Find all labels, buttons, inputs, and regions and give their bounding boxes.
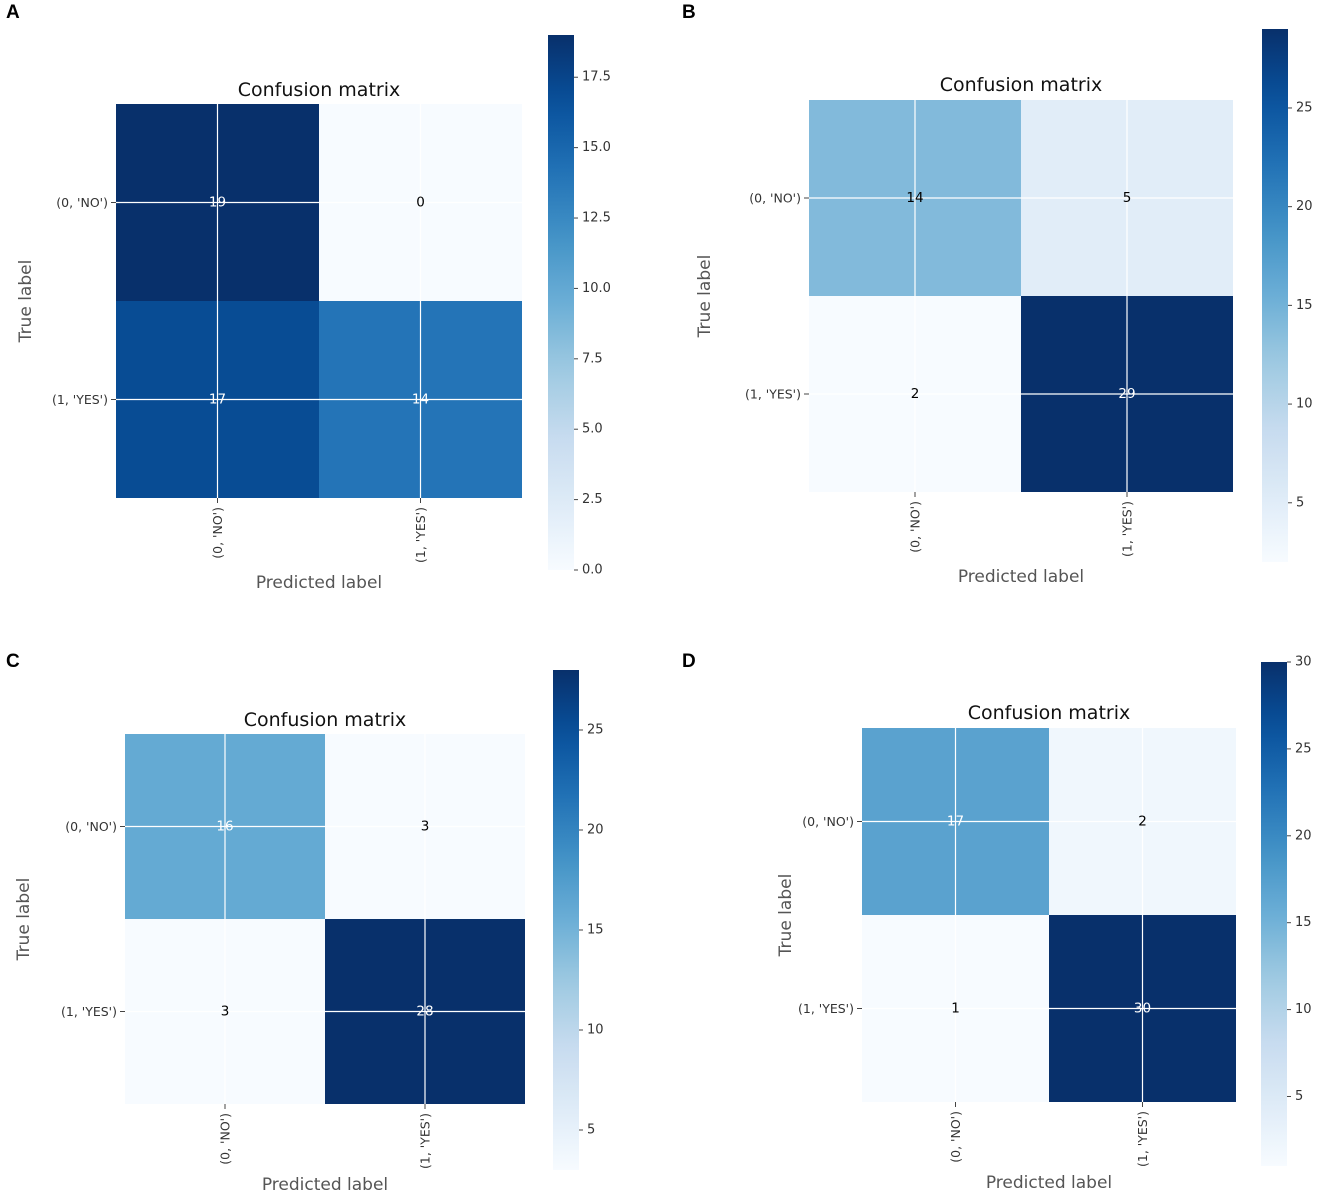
colorbar-tick-label: 20 — [1295, 828, 1312, 843]
colorbar-tick-label: 10 — [1296, 397, 1313, 412]
cell-value-label: 16 — [216, 819, 233, 835]
cell-value-label: 2 — [911, 386, 920, 402]
x-tick-label: (1, 'YES') — [1120, 501, 1135, 557]
cell-value-label: 2 — [1138, 814, 1147, 830]
colorbar-tick-label: 20 — [1296, 199, 1313, 214]
y-tick-label: (0, 'NO') — [749, 191, 801, 206]
colorbar-tick-label: 15 — [1295, 915, 1312, 930]
chart-panel-a: 19 0 17 14 Confusion matrix (0, 'NO') (1, 'YES… — [16, 35, 611, 593]
colorbar-tick-label: 5 — [1295, 1089, 1303, 1104]
panel-letter-d: D — [682, 651, 696, 672]
chart-panel-d: 17 2 1 30 Confusion matrix (0, 'NO') (1, 'YES'… — [776, 655, 1312, 1194]
colorbar-tick-label: 25 — [1296, 100, 1313, 115]
cell-value-label: 14 — [412, 392, 429, 408]
y-axis-title: True label — [16, 260, 36, 344]
cell-value-label: 3 — [221, 1004, 230, 1020]
panel-letter-b: B — [682, 2, 696, 23]
colorbar-tick-label: 15 — [1296, 298, 1313, 313]
colorbar — [1261, 662, 1287, 1166]
y-tick-label: (0, 'NO') — [802, 814, 854, 829]
x-tick-label: (0, 'NO') — [948, 1111, 963, 1163]
y-axis-title: True label — [776, 874, 796, 958]
colorbar — [553, 670, 579, 1170]
cell-value-label: 5 — [1123, 190, 1132, 206]
x-axis-title: Predicted label — [262, 1175, 388, 1195]
colorbar-tick-label: 15 — [587, 923, 604, 938]
cell-value-label: 28 — [416, 1004, 433, 1020]
chart-panel-c: 16 3 3 28 Confusion matrix (0, 'NO') (1, 'YES'… — [14, 670, 604, 1195]
y-tick-label: (1, 'YES') — [52, 392, 108, 407]
cell-value-label: 17 — [209, 392, 226, 408]
y-tick-label: (1, 'YES') — [798, 1001, 854, 1016]
chart-panel-b: 14 5 2 29 Confusion matrix (0, 'NO') (1, 'YES'… — [695, 29, 1313, 587]
x-tick-label: (1, 'YES') — [413, 507, 428, 563]
x-tick-label: (0, 'NO') — [908, 501, 923, 553]
colorbar-tick-label: 0.0 — [582, 563, 603, 578]
panel-letter-a: A — [6, 2, 20, 23]
y-tick-label: (1, 'YES') — [61, 1004, 117, 1019]
cell-value-label: 1 — [951, 1001, 960, 1017]
colorbar-tick-label: 5 — [1296, 495, 1304, 510]
colorbar-tick-label: 25 — [1295, 741, 1312, 756]
y-tick-label: (0, 'NO') — [65, 819, 117, 834]
colorbar-tick-label: 5 — [587, 1123, 595, 1138]
cell-value-label: 19 — [209, 195, 226, 211]
y-tick-label: (0, 'NO') — [56, 195, 108, 210]
colorbar — [548, 35, 574, 570]
chart-title: Confusion matrix — [244, 709, 406, 731]
colorbar-tick-label: 2.5 — [582, 492, 603, 507]
colorbar-tick-label: 25 — [587, 723, 604, 738]
colorbar-tick-label: 17.5 — [582, 70, 611, 85]
y-axis-title: True label — [14, 878, 34, 962]
colorbar-tick-label: 12.5 — [582, 211, 611, 226]
x-tick-label: (1, 'YES') — [418, 1113, 433, 1169]
colorbar-tick-label: 10 — [1295, 1002, 1312, 1017]
x-tick-label: (0, 'NO') — [218, 1113, 233, 1165]
x-tick-label: (0, 'NO') — [210, 507, 225, 559]
panel-letter-c: C — [6, 651, 20, 672]
cell-value-label: 0 — [416, 195, 425, 211]
cell-value-label: 29 — [1118, 386, 1135, 402]
colorbar — [1262, 29, 1288, 562]
cell-value-label: 30 — [1134, 1001, 1151, 1017]
x-axis-title: Predicted label — [256, 573, 382, 593]
cell-value-label: 14 — [906, 190, 923, 206]
colorbar-tick-label: 20 — [587, 823, 604, 838]
colorbar-tick-label: 10 — [587, 1023, 604, 1038]
x-tick-label: (1, 'YES') — [1135, 1111, 1150, 1167]
y-axis-title: True label — [695, 255, 715, 339]
chart-title: Confusion matrix — [940, 74, 1102, 96]
x-axis-title: Predicted label — [958, 567, 1084, 587]
cell-value-label: 3 — [421, 819, 430, 835]
colorbar-tick-label: 30 — [1295, 655, 1312, 670]
colorbar-tick-label: 15.0 — [582, 140, 611, 155]
colorbar-tick-label: 10.0 — [582, 281, 611, 296]
y-tick-label: (1, 'YES') — [745, 387, 801, 402]
chart-title: Confusion matrix — [238, 79, 400, 101]
cell-value-label: 17 — [947, 814, 964, 830]
x-axis-title: Predicted label — [986, 1173, 1112, 1193]
colorbar-tick-label: 5.0 — [582, 422, 603, 437]
colorbar-tick-label: 7.5 — [582, 351, 603, 366]
chart-title: Confusion matrix — [968, 702, 1130, 724]
